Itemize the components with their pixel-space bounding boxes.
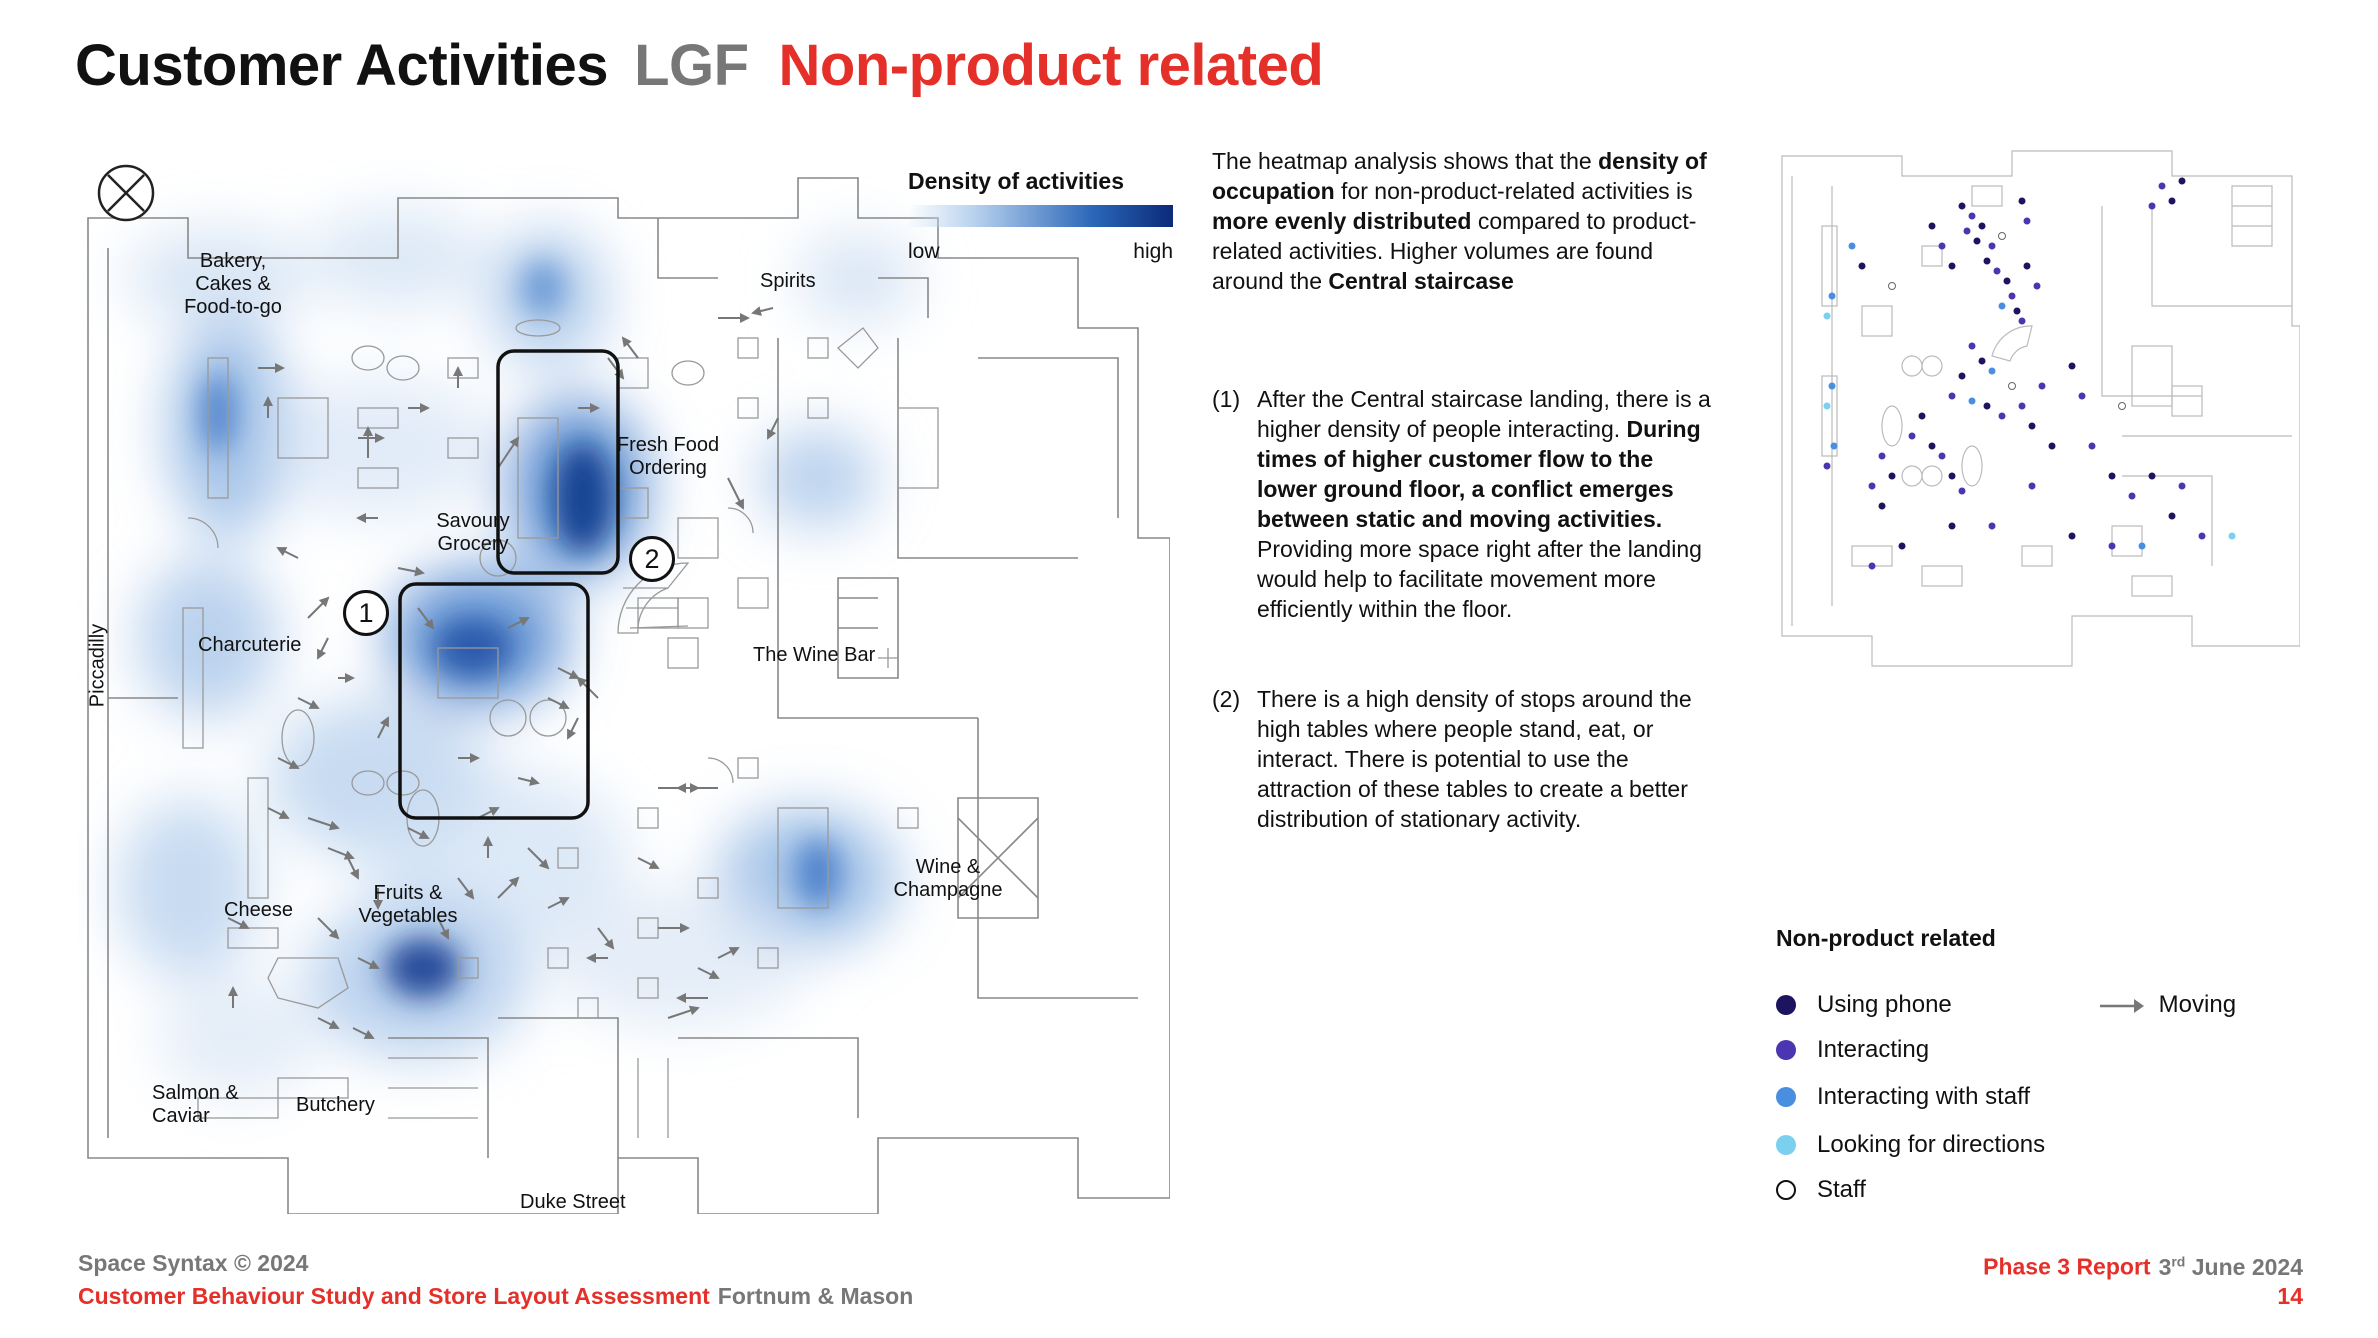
label-fruits-vegetables: Fruits & Vegetables [348, 882, 468, 928]
moving-arrow-icon [2100, 998, 2144, 1013]
footer-study-title: Customer Behaviour Study and Store Layou… [78, 1283, 710, 1309]
label-charcuterie: Charcuterie [198, 634, 302, 656]
label-fresh-food: Fresh Food Ordering [608, 434, 728, 480]
floor-plan-svg [87, 164, 1170, 1214]
point-1: (1) After the Central staircase landing,… [1212, 384, 1712, 624]
point-2-text: There is a high density of stops around … [1257, 686, 1692, 832]
label-cheese: Cheese [224, 899, 293, 921]
legend-label-moving: Moving [2158, 991, 2237, 1018]
dot-map-walls [1781, 150, 2300, 667]
label-duke-street: Duke Street [520, 1191, 626, 1213]
point-1-text-2: Providing more space right after the lan… [1257, 536, 1702, 622]
marker-1: 1 [343, 590, 389, 636]
marker-1-label: 1 [358, 598, 374, 628]
using-phone-dot-icon [1776, 995, 1796, 1015]
footer-date: 3rd June 2024 [2158, 1253, 2303, 1280]
intro-bold-1: density of occupation [1212, 148, 1707, 204]
legend-item-staff: Staff [1776, 1176, 1866, 1204]
label-wine-champagne: Wine & Champagne [878, 856, 1018, 902]
label-wine-line2: Champagne [893, 879, 1003, 901]
density-high-label: high [1133, 240, 1173, 263]
marker-2-label: 2 [644, 544, 660, 574]
point-2-number: (2) [1212, 686, 1241, 712]
label-bakery: Bakery, Cakes & Food-to-go [178, 250, 288, 319]
movement-arrows [227, 306, 779, 1039]
label-fruits-line1: Fruits & [373, 882, 443, 904]
fixtures [182, 319, 939, 1138]
density-legend-title: Density of activities [908, 168, 1125, 194]
title-main: Customer Activities [75, 33, 609, 98]
label-bakery-line2: Cakes & [195, 273, 271, 295]
label-savoury-line1: Savoury [436, 510, 510, 532]
label-fruits-line2: Vegetables [358, 905, 458, 927]
density-gradient-bar [908, 205, 1173, 227]
footer-report: Phase 3 Report 3rd June 2024 [1983, 1253, 2303, 1281]
intro-text-2: for non-product-related activities is [1334, 178, 1693, 204]
footer-date-suffix: rd [2171, 1253, 2186, 1269]
intro-bold-2: more evenly distributed [1212, 208, 1472, 234]
label-wine-bar: The Wine Bar [753, 644, 876, 666]
label-bakery-line3: Food-to-go [184, 296, 282, 318]
label-savoury: Savoury Grocery [428, 510, 518, 556]
legend-item-interacting: Interacting [1776, 1036, 1929, 1064]
intro-paragraph: The heatmap analysis shows that the dens… [1212, 146, 1722, 296]
label-savoury-line2: Grocery [437, 533, 509, 555]
highlight-box-1 [398, 582, 590, 820]
label-butchery: Butchery [296, 1094, 375, 1116]
label-piccadilly: Piccadilly [86, 623, 109, 708]
looking-directions-dot-icon [1776, 1135, 1796, 1155]
point-1-number: (1) [1212, 386, 1241, 412]
legend-item-using-phone: Using phone [1776, 991, 1952, 1019]
footer-date-day: 3 [2158, 1253, 2172, 1280]
floor-plan-heatmap: 1 2 Bakery, Cakes & Food-to-go Spirits F… [78, 158, 1170, 1214]
activity-dot-map [1772, 146, 2300, 668]
point-1-text-1: After the Central staircase landing, the… [1257, 386, 1711, 442]
marker-2: 2 [629, 536, 675, 582]
label-salmon-line2: Caviar [152, 1105, 210, 1127]
staff-dot-icon [1776, 1180, 1796, 1200]
legend-item-interacting-staff: Interacting with staff [1776, 1083, 2030, 1111]
activity-dots [1823, 177, 2236, 570]
label-bakery-line1: Bakery, [199, 250, 267, 272]
legend-label-using-phone: Using phone [1817, 991, 1952, 1018]
intro-bold-3: Central staircase [1328, 268, 1514, 294]
interacting-staff-dot-icon [1776, 1087, 1796, 1107]
legend-item-moving: Moving [2098, 991, 2236, 1019]
footer-date-month: June 2024 [2185, 1253, 2303, 1280]
label-spirits: Spirits [760, 270, 816, 292]
category-legend: Non-product related Using phone Interact… [1776, 925, 2256, 1203]
density-legend: Density of activities low high [908, 168, 1173, 263]
interacting-dot-icon [1776, 1040, 1796, 1060]
footer-report-name: Phase 3 Report [1983, 1253, 2151, 1280]
footer-copyright: Space Syntax © 2024 [78, 1250, 309, 1276]
label-salmon-line1: Salmon & [152, 1082, 239, 1104]
label-salmon-caviar: Salmon & Caviar [152, 1082, 239, 1128]
title-level: LGF [634, 33, 749, 98]
point-1-bold: During times of higher customer flow to … [1257, 416, 1701, 532]
page-title: Customer Activities LGF Non-product relate… [75, 32, 1324, 99]
density-low-label: low [908, 240, 940, 263]
point-2: (2) There is a high density of stops aro… [1212, 684, 1712, 834]
legend-item-looking-directions: Looking for directions [1776, 1131, 2045, 1159]
walls [87, 177, 1170, 1214]
category-legend-title: Non-product related [1776, 925, 1996, 951]
label-wine-line1: Wine & [915, 856, 981, 878]
intro-text-3: compared to product-related activities. … [1212, 208, 1697, 294]
highlight-box-2 [496, 349, 620, 575]
legend-label-interacting: Interacting [1817, 1036, 1930, 1063]
legend-label-looking-directions: Looking for directions [1817, 1131, 2046, 1158]
dot-map-svg [1781, 150, 2300, 667]
footer-page-number: 14 [2277, 1283, 2303, 1309]
legend-label-interacting-staff: Interacting with staff [1817, 1083, 2030, 1110]
title-subtitle: Non-product related [778, 33, 1324, 98]
legend-label-staff: Staff [1817, 1176, 1866, 1203]
footer-client: Fortnum & Mason [717, 1283, 914, 1309]
label-fresh-food-line1: Fresh Food [616, 434, 720, 456]
north-arrow-icon [97, 164, 155, 222]
label-fresh-food-line2: Ordering [629, 457, 707, 479]
footer-study: Customer Behaviour Study and Store Layou… [78, 1283, 913, 1310]
intro-text-1: The heatmap analysis shows that the [1212, 148, 1599, 174]
